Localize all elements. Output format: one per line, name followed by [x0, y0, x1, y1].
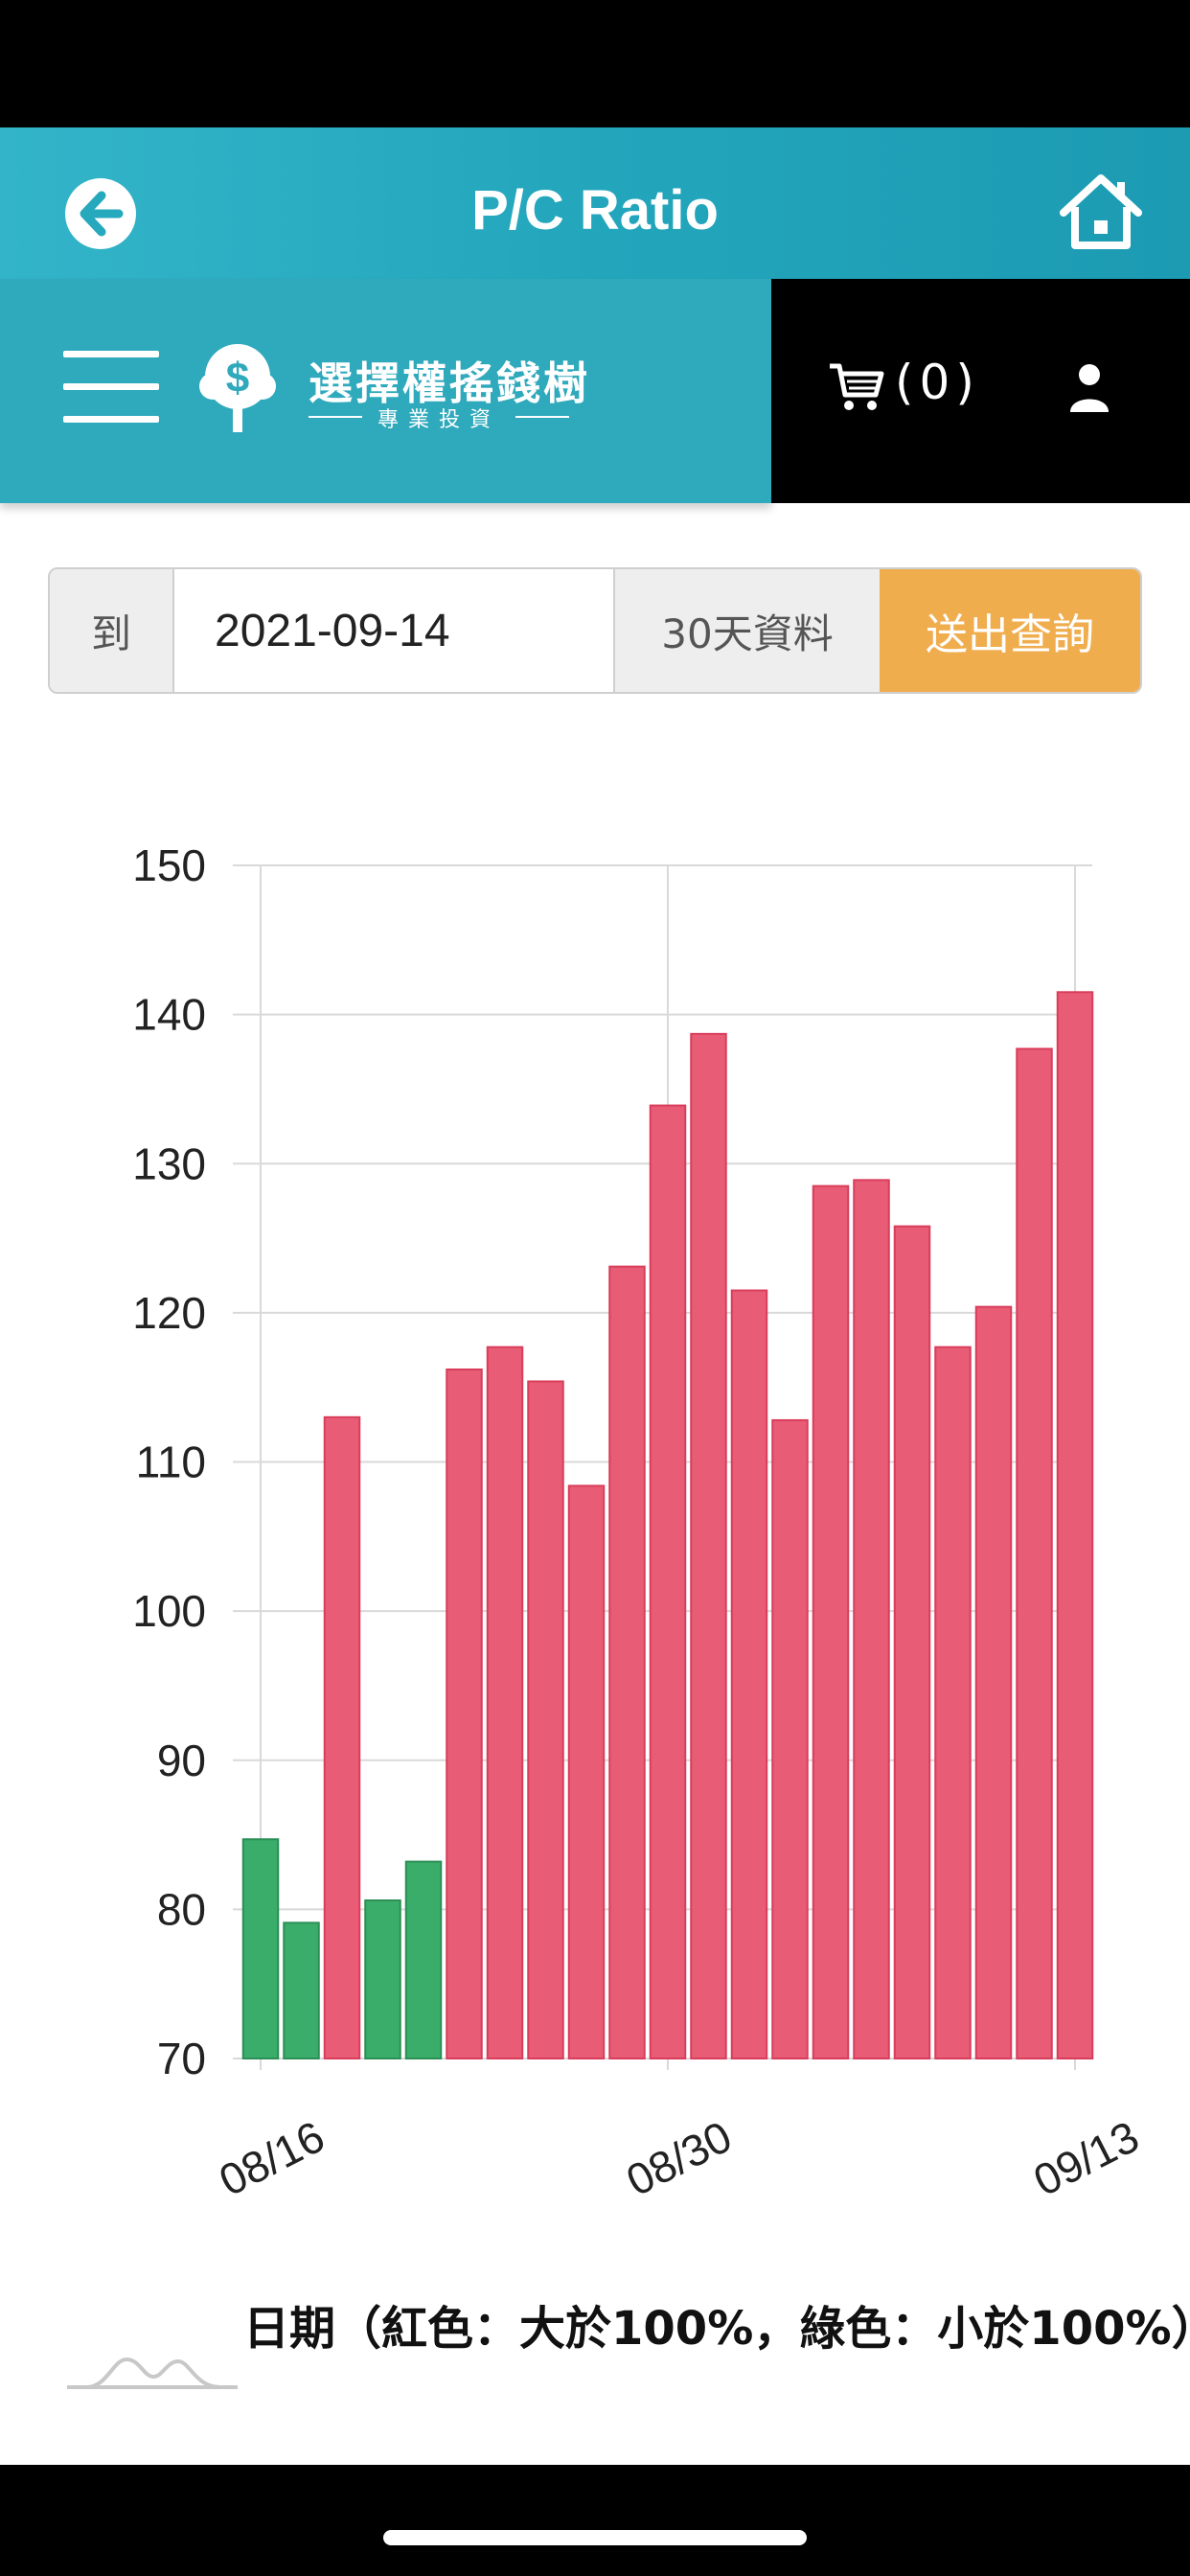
- y-tick-label: 100: [132, 1586, 206, 1636]
- page-title: P/C Ratio: [471, 179, 719, 242]
- svg-text:$: $: [226, 355, 249, 402]
- home-button[interactable]: [1058, 171, 1144, 253]
- brand-bar: [0, 279, 771, 503]
- bar-08-23: [446, 1368, 483, 2059]
- user-icon[interactable]: [1065, 362, 1113, 412]
- status-bar: [0, 0, 1190, 127]
- bar-09-03: [812, 1184, 850, 2059]
- x-tick-label: 08/16: [211, 2111, 332, 2206]
- bar-08-16: [241, 1838, 280, 2059]
- bar-08-24: [486, 1346, 524, 2059]
- brand-name: 選擇權搖錢樹: [309, 357, 590, 409]
- pc-ratio-bar-chart: 70 80 90 100 110 120 130 140 150 08/16 08/30 09/13: [132, 840, 1146, 2206]
- hamburger-menu-icon[interactable]: [63, 351, 159, 424]
- bar-09-09: [974, 1305, 1013, 2059]
- bar-08-30: [649, 1104, 687, 2059]
- bar-09-10: [1016, 1047, 1053, 2060]
- y-tick-label: 150: [132, 840, 206, 890]
- chart-legend: 日期（紅色：大於100%，綠色：小於100%）: [243, 2302, 1190, 2356]
- y-tick-label: 90: [157, 1736, 206, 1785]
- bar-08-19: [364, 1899, 401, 2059]
- bar-09-06: [853, 1179, 890, 2059]
- back-button[interactable]: [65, 178, 136, 249]
- arrow-left-icon: [80, 191, 124, 237]
- bar-08-18: [323, 1415, 361, 2059]
- bar-08-27: [608, 1265, 646, 2060]
- bottom-bar: [0, 2465, 1190, 2576]
- shopping-cart-icon[interactable]: [828, 360, 885, 414]
- submit-query-button[interactable]: 送出查詢: [880, 569, 1140, 692]
- home-indicator[interactable]: [383, 2530, 807, 2545]
- money-tree-icon: $: [199, 344, 276, 432]
- bar-09-08: [934, 1346, 972, 2059]
- bar-08-25: [527, 1380, 564, 2059]
- bar-08-26: [567, 1484, 606, 2059]
- bar-09-13: [1056, 991, 1094, 2059]
- y-tick-label: 110: [136, 1438, 206, 1487]
- range-label: 30天資料: [615, 569, 880, 692]
- bar-08-31: [690, 1032, 727, 2060]
- x-tick-label: 08/30: [618, 2111, 739, 2206]
- bar-08-20: [404, 1860, 443, 2059]
- bar-09-02: [771, 1418, 809, 2059]
- cart-count[interactable]: (0): [895, 355, 980, 410]
- title-bar: [0, 127, 1190, 279]
- y-tick-label: 120: [132, 1288, 206, 1338]
- account-bar: [771, 279, 1190, 503]
- date-input[interactable]: 2021-09-14: [174, 569, 615, 692]
- date-query-form: 到 2021-09-14 30天資料 送出查詢: [48, 567, 1142, 694]
- y-tick-label: 140: [132, 990, 206, 1040]
- bar-08-17: [283, 1921, 320, 2059]
- y-tick-label: 70: [157, 2034, 206, 2083]
- y-tick-label: 130: [132, 1138, 206, 1188]
- bar-09-01: [730, 1289, 768, 2059]
- bar-09-07: [893, 1225, 931, 2059]
- y-tick-label: 80: [157, 1884, 206, 1934]
- legend-swatch-icon: [67, 2357, 238, 2389]
- x-tick-label: 09/13: [1025, 2111, 1146, 2206]
- to-label: 到: [50, 569, 174, 692]
- home-icon: [1060, 174, 1142, 249]
- brand-subtitle: 專業投資: [309, 402, 569, 433]
